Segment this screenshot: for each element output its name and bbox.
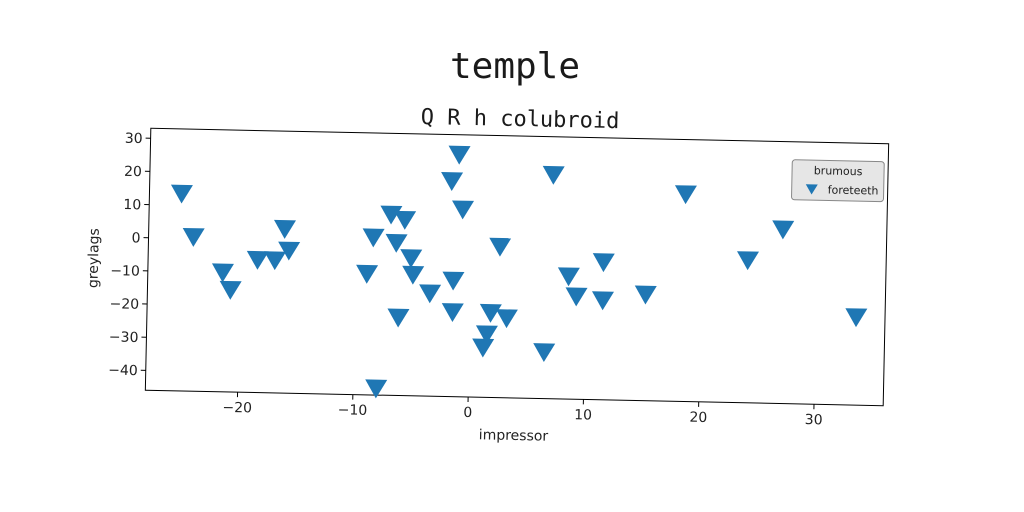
y-tick-label: 20	[124, 164, 142, 180]
x-tick-label: 10	[574, 407, 592, 423]
legend-entry-foreteeth: foreteeth	[828, 183, 879, 197]
y-tick-label: −20	[109, 296, 139, 313]
x-tick-label: −10	[338, 402, 368, 419]
x-tick-label: 30	[805, 412, 823, 428]
y-tick-label: 10	[123, 197, 141, 213]
legend: brumous foreteeth	[791, 160, 884, 202]
figure-suptitle: temple	[450, 46, 580, 87]
y-tick-label: −30	[109, 329, 139, 346]
y-tick-label: 30	[125, 131, 143, 147]
x-tick-label: −20	[222, 400, 252, 417]
chart-title: Q R h colubroid	[421, 105, 620, 134]
y-tick-label: −40	[108, 363, 138, 380]
y-tick-label: −10	[110, 263, 140, 280]
x-axis-label: impressor	[479, 427, 549, 444]
y-axis-label: greylags	[85, 228, 102, 288]
plot-area: Q R h colubroid −20 −10 0 10 20 30 −40−30−20−…	[82, 98, 889, 452]
y-axis-ticks: −40 −30 −20 −10 0 10 20 30	[108, 130, 151, 379]
x-tick-label: 0	[463, 405, 472, 421]
legend-title: brumous	[814, 164, 863, 178]
y-tick-label: 0	[131, 230, 140, 246]
x-tick-label: 20	[689, 410, 707, 426]
